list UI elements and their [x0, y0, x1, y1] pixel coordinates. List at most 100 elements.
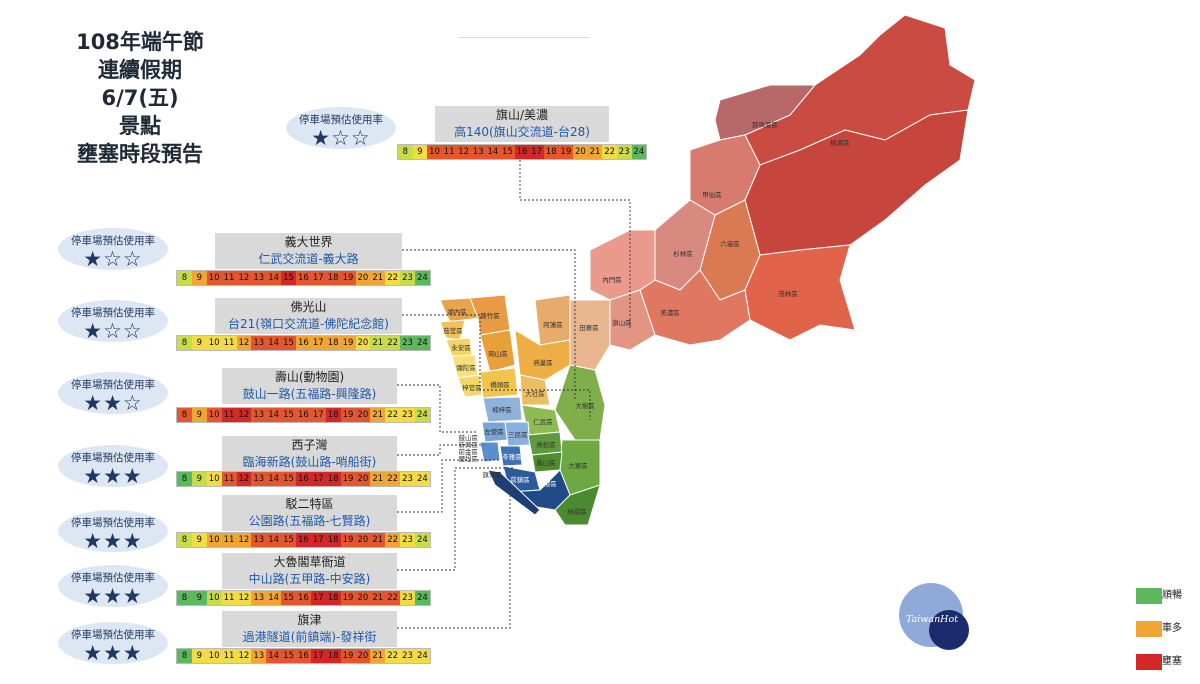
- route-box: 大魯閣草衙道 中山路(五甲路-中安路): [222, 553, 397, 589]
- hour-cell: 21: [370, 271, 386, 285]
- hour-cell: 24: [415, 533, 430, 547]
- hour-cell: 16: [296, 533, 311, 547]
- hour-cell: 10: [206, 408, 222, 422]
- hour-cell: 15: [500, 145, 515, 159]
- hour-cell: 20: [355, 271, 371, 285]
- hour-cell: 14: [485, 145, 501, 159]
- parking-rating-bubble: 停車場預估使用率 ★★☆: [58, 372, 168, 414]
- hourly-congestion-bar: 8 9 10 11 12 13 14 15 16 17 18 19 20 21 22 23 24: [176, 335, 431, 351]
- hour-cell: 15: [281, 472, 296, 486]
- hour-cell: 21: [587, 145, 603, 159]
- hour-cell: 8: [177, 591, 192, 605]
- district-namaxia: [714, 84, 817, 141]
- hour-cell: 23: [400, 271, 415, 285]
- hour-cell: 13: [251, 649, 267, 663]
- label-dashe: 大社區: [525, 389, 545, 398]
- hour-cell: 20: [573, 145, 588, 159]
- hour-cell: 20: [355, 533, 371, 547]
- route-road: 鼓山一路(五福路-興隆路): [242, 387, 377, 401]
- label-liugui: 六龜區: [720, 239, 740, 248]
- hour-cell: 19: [340, 591, 356, 605]
- title-line-1: 108年端午節: [76, 30, 204, 54]
- hour-cell: 11: [221, 336, 237, 350]
- leader-pier2: [397, 459, 500, 513]
- legend-swatch-busy: [1136, 621, 1162, 637]
- route-box: 壽山(動物園) 鼓山一路(五福路-興隆路): [222, 368, 397, 404]
- hour-cell: 15: [281, 408, 296, 422]
- hour-cell: 21: [370, 472, 386, 486]
- label-qianzhen: 前鎮區: [510, 475, 530, 484]
- hour-cell: 15: [281, 591, 296, 605]
- hour-cell: 16: [514, 145, 530, 159]
- hour-cell: 19: [340, 533, 356, 547]
- route-destination: 義大世界: [284, 235, 333, 249]
- title-line-2: 連續假期: [98, 58, 182, 82]
- legend-item-busy: 車多: [1136, 618, 1196, 640]
- parking-rating-bubble: 停車場預估使用率 ★★★: [58, 622, 168, 664]
- legend-swatch-smooth: [1136, 588, 1162, 604]
- hour-cell: 24: [415, 336, 430, 350]
- label-yanchao: 燕巢區: [533, 358, 553, 367]
- hour-cell: 9: [191, 472, 207, 486]
- label-linyuan: 林園區: [567, 507, 587, 516]
- hour-cell: 20: [355, 472, 371, 486]
- label-niaosong: 鳥松區: [536, 440, 556, 449]
- leader-foguang: [402, 314, 591, 420]
- hour-cell: 15: [281, 271, 296, 285]
- hour-cell: 12: [236, 336, 252, 350]
- hour-cell: 13: [251, 533, 267, 547]
- hourly-congestion-bar: 8 9 10 11 12 13 14 15 16 17 18 19 20 21 22 23 24: [176, 270, 431, 286]
- hour-cell: 24: [415, 472, 430, 486]
- district-gangshan: [479, 329, 516, 373]
- hour-cell: 14: [266, 271, 282, 285]
- hour-cell: 8: [177, 472, 192, 486]
- hour-cell: 11: [441, 145, 457, 159]
- hour-cell: 18: [325, 408, 341, 422]
- parking-rating-stars: ★☆☆: [83, 319, 143, 343]
- hour-cell: 24: [415, 408, 430, 422]
- hour-cell: 24: [415, 591, 430, 605]
- hour-cell: 9: [191, 336, 207, 350]
- legend-label-busy: 車多: [1162, 623, 1182, 634]
- parking-rating-label: 停車場預估使用率: [71, 572, 155, 584]
- district-neimen: [589, 229, 656, 301]
- hour-cell: 12: [236, 271, 252, 285]
- label-xinxing: 新興區: [459, 440, 479, 449]
- parking-rating-stars: ★☆☆: [83, 247, 143, 271]
- hour-cell: 8: [177, 533, 192, 547]
- hour-cell: 16: [296, 591, 311, 605]
- hour-cell: 19: [340, 271, 356, 285]
- hour-cell: 9: [191, 408, 207, 422]
- hour-cell: 14: [266, 408, 282, 422]
- leader-qijin: [397, 485, 511, 629]
- hour-cell: 21: [370, 408, 386, 422]
- hourly-congestion-bar: 8 9 10 11 12 13 14 15 16 17 18 19 20 21 22 23 24: [176, 532, 431, 548]
- hour-cell: 21: [370, 591, 386, 605]
- page-title: 108年端午節 連續假期 6/7(五) 景點 壅塞時段預告: [40, 28, 240, 168]
- hour-cell: 12: [456, 145, 471, 159]
- hour-cell: 13: [251, 408, 267, 422]
- label-daliao: 大寮區: [568, 461, 588, 470]
- parking-rating-bubble: 停車場預估使用率 ★☆☆: [286, 107, 396, 149]
- hourly-congestion-bar: 8 9 10 11 12 13 14 15 16 17 18 19 20 21 22 23 24: [176, 590, 431, 606]
- hour-cell: 11: [221, 591, 237, 605]
- hour-cell: 13: [251, 336, 267, 350]
- hour-cell: 12: [236, 408, 252, 422]
- hour-cell: 10: [206, 472, 222, 486]
- label-namaxia: 那瑪夏區: [752, 121, 779, 129]
- hour-cell: 11: [221, 649, 237, 663]
- label-sanmin: 三民區: [508, 431, 528, 439]
- label-ziguan: 梓官區: [462, 383, 482, 392]
- parking-rating-stars: ★★★: [83, 464, 143, 488]
- route-box: 佛光山 台21(嶺口交流道-佛陀紀念館): [215, 298, 402, 334]
- hour-cell: 15: [281, 533, 296, 547]
- label-gushan: 鼓山區: [459, 433, 479, 442]
- hour-cell: 21: [370, 649, 386, 663]
- hour-cell: 14: [266, 336, 282, 350]
- hour-cell: 11: [221, 533, 237, 547]
- parking-rating-stars: ★★★: [83, 529, 143, 553]
- hour-cell: 20: [355, 591, 371, 605]
- hour-cell: 23: [400, 533, 415, 547]
- hour-cell: 24: [631, 145, 647, 159]
- hour-cell: 23: [400, 591, 415, 605]
